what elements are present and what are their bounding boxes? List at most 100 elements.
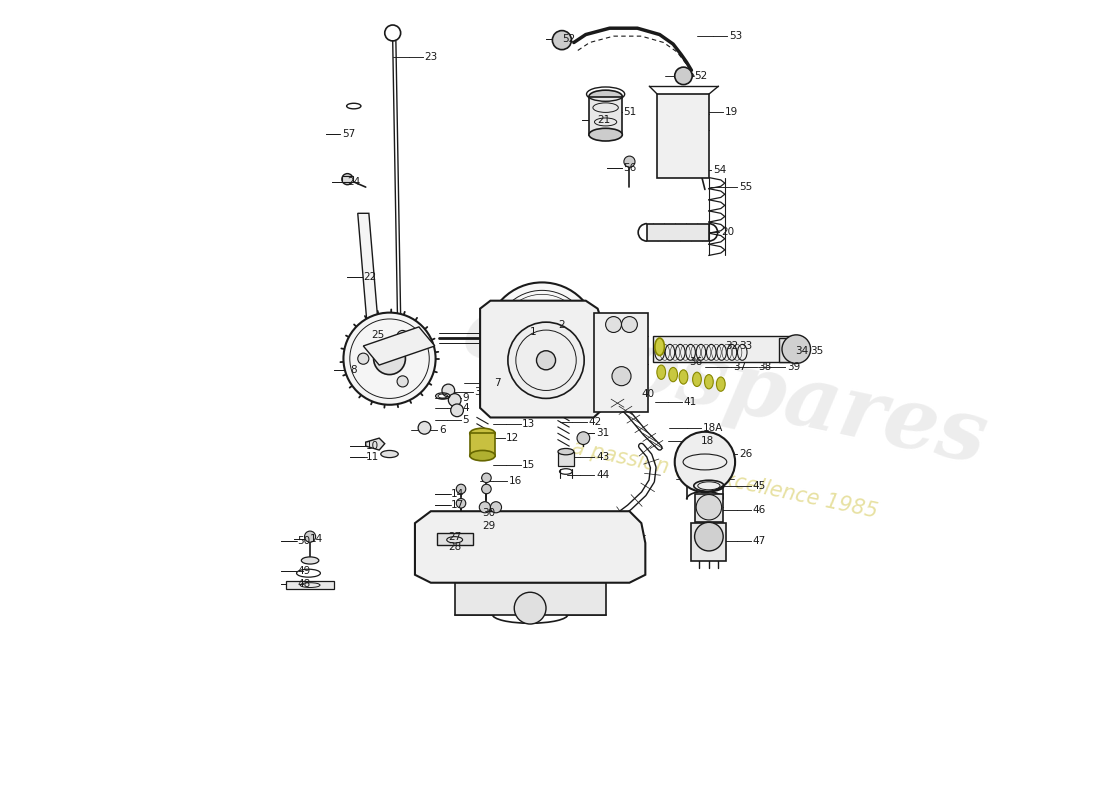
Text: 44: 44	[596, 470, 609, 481]
Circle shape	[578, 432, 590, 445]
Text: 57: 57	[342, 129, 355, 139]
Polygon shape	[342, 176, 353, 182]
Bar	[594, 313, 648, 412]
Text: 54: 54	[713, 165, 726, 174]
Polygon shape	[647, 224, 708, 241]
Text: 35: 35	[811, 346, 824, 356]
Text: 10: 10	[365, 441, 378, 451]
Text: 38: 38	[758, 362, 771, 372]
Circle shape	[491, 502, 502, 513]
Bar	[653, 337, 794, 362]
Ellipse shape	[679, 370, 688, 384]
Circle shape	[397, 330, 408, 342]
Circle shape	[537, 350, 556, 370]
Circle shape	[621, 317, 637, 333]
Ellipse shape	[588, 90, 623, 103]
Text: 23: 23	[425, 52, 438, 62]
Text: 53: 53	[728, 31, 743, 41]
Text: 24: 24	[348, 177, 361, 186]
Circle shape	[418, 422, 431, 434]
Text: 9: 9	[463, 394, 470, 403]
Polygon shape	[363, 327, 434, 365]
Circle shape	[612, 366, 631, 386]
Bar	[692, 523, 726, 562]
Text: 15: 15	[522, 460, 536, 470]
Ellipse shape	[470, 450, 495, 461]
Text: 48: 48	[297, 579, 310, 590]
Text: 34: 34	[794, 346, 807, 356]
Circle shape	[696, 494, 722, 520]
Circle shape	[515, 592, 546, 624]
Bar	[658, 94, 708, 178]
Circle shape	[449, 394, 461, 406]
Polygon shape	[358, 214, 379, 337]
Text: 22: 22	[363, 272, 376, 282]
Ellipse shape	[693, 372, 702, 386]
Text: 28: 28	[449, 542, 462, 552]
Text: 50: 50	[297, 537, 310, 546]
Text: 19: 19	[725, 107, 738, 118]
Ellipse shape	[654, 338, 664, 355]
Text: 36: 36	[689, 357, 702, 367]
Circle shape	[482, 473, 492, 482]
Text: 43: 43	[596, 452, 609, 462]
Polygon shape	[286, 581, 334, 589]
Text: 25: 25	[372, 330, 385, 340]
Polygon shape	[365, 438, 385, 450]
Circle shape	[342, 174, 353, 185]
Ellipse shape	[716, 377, 725, 391]
Text: 37: 37	[733, 362, 746, 372]
Circle shape	[456, 498, 465, 508]
Text: 17: 17	[451, 500, 464, 510]
Ellipse shape	[704, 374, 713, 389]
Circle shape	[674, 67, 692, 85]
Circle shape	[374, 342, 406, 374]
Text: 30: 30	[483, 508, 496, 518]
Circle shape	[343, 313, 436, 405]
Text: 45: 45	[752, 481, 766, 490]
Circle shape	[442, 384, 454, 397]
Polygon shape	[480, 301, 604, 418]
Text: 18: 18	[701, 436, 714, 446]
Polygon shape	[415, 511, 646, 582]
Ellipse shape	[301, 557, 319, 564]
Ellipse shape	[470, 428, 495, 438]
Text: 39: 39	[786, 362, 800, 372]
Text: 14: 14	[310, 534, 323, 544]
Bar	[454, 582, 606, 614]
Text: 52: 52	[562, 34, 575, 43]
Text: 31: 31	[596, 428, 609, 438]
Circle shape	[606, 317, 621, 333]
Text: 27: 27	[449, 532, 462, 542]
Text: 42: 42	[588, 418, 602, 427]
Text: 51: 51	[623, 107, 636, 118]
Text: 52: 52	[694, 71, 707, 81]
Circle shape	[674, 432, 735, 492]
Text: 11: 11	[365, 452, 378, 462]
Bar	[779, 338, 793, 362]
Bar	[470, 434, 495, 456]
Ellipse shape	[657, 365, 665, 379]
Circle shape	[528, 324, 557, 352]
Ellipse shape	[558, 449, 574, 455]
Text: 20: 20	[720, 226, 734, 237]
Text: 1: 1	[530, 327, 537, 338]
Text: 55: 55	[739, 182, 752, 192]
Bar	[694, 494, 723, 522]
Text: 26: 26	[739, 449, 752, 459]
Text: 41: 41	[683, 397, 696, 406]
Circle shape	[624, 156, 635, 167]
Text: 14: 14	[451, 489, 464, 498]
Text: 16: 16	[508, 476, 521, 486]
Text: 8: 8	[350, 365, 356, 375]
Text: 5: 5	[463, 415, 470, 425]
Text: 3: 3	[474, 387, 481, 397]
Bar	[437, 534, 473, 546]
Text: 32: 32	[725, 341, 738, 351]
Ellipse shape	[381, 450, 398, 458]
Text: 47: 47	[752, 537, 766, 546]
Circle shape	[451, 404, 463, 417]
Ellipse shape	[669, 367, 678, 382]
Circle shape	[305, 531, 316, 542]
Circle shape	[782, 335, 811, 363]
